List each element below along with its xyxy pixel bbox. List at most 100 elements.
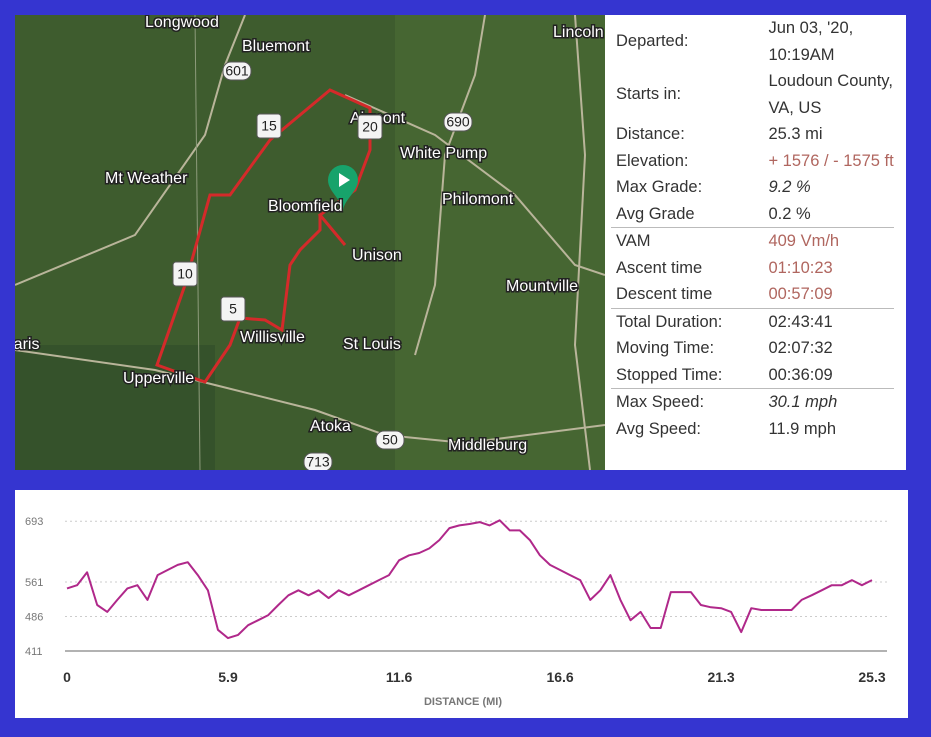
stats-label: Descent time — [616, 285, 713, 303]
place-label: Middleburg — [448, 437, 527, 454]
x-tick-label: 0 — [63, 669, 71, 685]
stats-row: Max Speed: 30.1 mph — [611, 389, 894, 416]
place-label: Philomont — [442, 191, 514, 208]
route-shield — [303, 452, 333, 470]
route-number: 50 — [382, 432, 398, 448]
route-shield — [220, 296, 246, 322]
terrain — [395, 15, 605, 470]
place-label: Longwood — [145, 15, 219, 31]
stats-label: Avg Grade — [616, 204, 695, 223]
map-canvas: LongwoodBluemont601LincolnAirmont1520690… — [15, 15, 605, 470]
play-icon — [339, 173, 350, 187]
y-tick-label: 693 — [25, 516, 43, 528]
stats-row: Avg Speed: 11.9 mph — [611, 416, 894, 443]
stats-value: 00:57:09 — [768, 285, 833, 303]
route-shield — [357, 114, 383, 140]
stats-label: Ascent time — [616, 258, 703, 277]
stats-row: Ascent time 01:10:23 — [611, 255, 894, 282]
place-label: Lincoln — [553, 24, 604, 41]
y-tick-label: 561 — [25, 577, 43, 589]
stats-value: 409 Vm/h — [768, 232, 840, 250]
stats-label: Distance: — [616, 125, 685, 143]
route — [155, 88, 372, 384]
place-label: Bluemont — [242, 38, 310, 55]
stats-panel: Departed: Jun 03, '20, 10:19AM Starts in: L… — [605, 15, 906, 470]
stats-value: 0.2 % — [768, 204, 811, 223]
stats-label: Max Grade: — [616, 178, 703, 196]
roads — [15, 15, 605, 470]
stats-label: Total Duration: — [616, 312, 723, 331]
map[interactable]: LongwoodBluemont601LincolnAirmont1520690… — [15, 15, 605, 470]
place-label: Willisville — [240, 329, 305, 346]
x-tick-label: 21.3 — [707, 669, 734, 685]
route-number: 10 — [177, 266, 193, 282]
stats-label: Stopped Time: — [616, 365, 723, 384]
start-marker[interactable] — [328, 165, 358, 212]
route-number: 690 — [446, 114, 470, 130]
elevation-line — [66, 519, 873, 640]
route-number: 713 — [306, 454, 330, 470]
route-shield — [172, 261, 198, 287]
y-tick-label: 486 — [25, 611, 43, 623]
place-label: Unison — [352, 247, 402, 264]
stats-value: + 1576 / - 1575 ft — [768, 151, 894, 170]
stats-value: 25.3 mi — [768, 125, 823, 143]
stats-value: 02:07:32 — [768, 339, 833, 357]
y-tick-label: 411 — [25, 646, 43, 658]
stats-value: 11.9 mph — [768, 419, 837, 438]
x-tick-label: 25.3 — [858, 669, 885, 685]
stats-row: Descent time 00:57:09 — [611, 281, 894, 308]
x-tick-label: 11.6 — [386, 669, 413, 685]
stats-label: VAM — [616, 232, 651, 250]
stats-group: VAM 409 Vm/h Ascent time 01:10:23 Descent ti… — [611, 228, 894, 309]
stats-row: Max Grade: 9.2 % — [611, 174, 894, 201]
stats-group: Max Speed: 30.1 mph Avg Speed: 11.9 mph — [611, 389, 894, 442]
stats-value: 01:10:23 — [768, 258, 833, 277]
stats-row: Starts in: Loudoun County, VA, US — [611, 68, 894, 121]
route-number: 601 — [225, 63, 249, 79]
place-label: Paris — [15, 336, 39, 353]
x-axis-label: DISTANCE (MI) — [424, 696, 502, 708]
stats-label: Departed: — [616, 32, 689, 51]
stats-value: 02:43:41 — [768, 312, 833, 331]
stats-group: Total Duration: 02:43:41 Moving Time: 02:07… — [611, 309, 894, 389]
stats-row: Moving Time: 02:07:32 — [611, 335, 894, 362]
place-label: White Pump — [400, 145, 487, 162]
stats-row: Stopped Time: 00:36:09 — [611, 362, 894, 389]
terrain — [15, 345, 215, 470]
x-tick-label: 16.6 — [546, 669, 573, 685]
stats-value: 00:36:09 — [768, 365, 833, 384]
place-label: Mountville — [506, 278, 578, 295]
stats-value: Jun 03, '20, 10:19AM — [768, 19, 854, 64]
route-shield — [375, 430, 405, 450]
stats-value: Loudoun County, VA, US — [768, 72, 893, 117]
x-tick-label: 5.9 — [218, 669, 238, 685]
place-label: Bloomfield — [268, 198, 343, 215]
stats-label: Moving Time: — [616, 339, 715, 357]
place-label: St Louis — [343, 336, 401, 353]
route-number: 5 — [229, 301, 237, 317]
route-shield — [443, 112, 473, 132]
stats-label: Max Speed: — [616, 393, 705, 411]
stats-value: 9.2 % — [768, 178, 811, 196]
route-shield — [222, 61, 252, 81]
elevation-chart: 411 486 561 693 0 5.9 11.6 16.6 21.3 25.3 DISTANCE… — [15, 490, 908, 718]
stats-row: Avg Grade 0.2 % — [611, 201, 894, 228]
stats-row: Total Duration: 02:43:41 — [611, 309, 894, 336]
stats-row: VAM 409 Vm/h — [611, 228, 894, 255]
stats-row: Elevation: + 1576 / - 1575 ft — [611, 148, 894, 175]
stats-row: Distance: 25.3 mi — [611, 121, 894, 148]
stats-label: Elevation: — [616, 151, 689, 170]
place-label: Mt Weather — [105, 170, 188, 187]
place-label: Upperville — [123, 370, 194, 387]
stats-value: 30.1 mph — [768, 393, 838, 411]
stats-group: Departed: Jun 03, '20, 10:19AM Starts in: L… — [611, 15, 894, 228]
stats-label: Starts in: — [616, 85, 682, 104]
route-number: 15 — [261, 118, 277, 134]
stats-row: Departed: Jun 03, '20, 10:19AM — [611, 15, 894, 68]
place-label: Atoka — [310, 418, 351, 435]
route-number: 20 — [362, 119, 378, 135]
stats-label: Avg Speed: — [616, 419, 702, 438]
route-shield — [256, 113, 282, 139]
